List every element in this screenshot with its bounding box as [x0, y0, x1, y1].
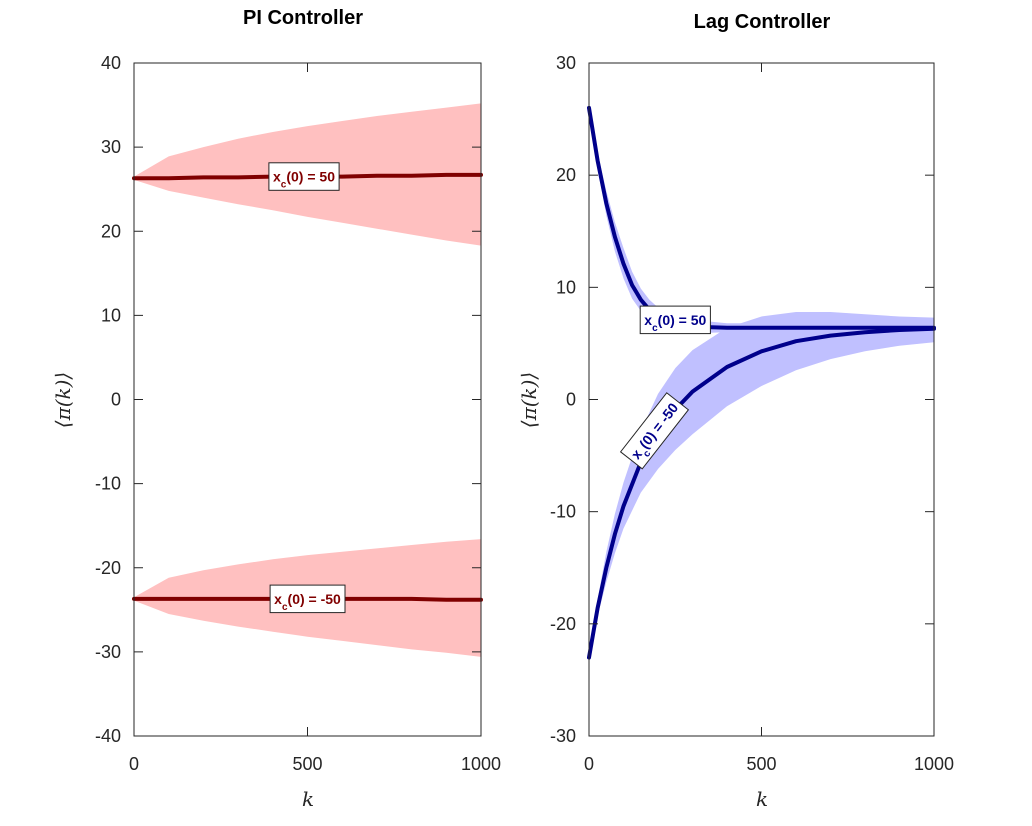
- lag-x-tick-label: 500: [746, 754, 776, 774]
- lag-x-tick-label: 1000: [914, 754, 954, 774]
- pi-y-tick-label: 0: [111, 390, 121, 410]
- lag-y-tick-label: -10: [550, 502, 576, 522]
- lag-x-axis-label: k: [756, 787, 768, 811]
- lag-y-tick-label: 0: [566, 390, 576, 410]
- pi-y-tick-label: 20: [101, 221, 121, 241]
- lag-y-tick-label: -30: [550, 726, 576, 746]
- pi-annotation-box: [269, 584, 346, 614]
- lag-y-axis-label: ⟨π(k)⟩: [517, 372, 541, 428]
- pi-annotation-series-0: xc(0) = 50: [268, 162, 340, 191]
- lag-band-series-1: [589, 312, 934, 658]
- pi-annotation-box: [268, 162, 340, 191]
- pi-y-tick-label: 40: [101, 53, 121, 73]
- pi-annotations: xc(0) = 50 xc(0) = -50: [268, 162, 346, 614]
- pi-y-tick-label: 10: [101, 305, 121, 325]
- lag-ticks: 0 500 1000 30 20 10 0 -10 -20 -30: [550, 53, 954, 774]
- lag-controller-panel: Lag Controller 0 500 10003020100-10-20-30 …: [517, 11, 954, 811]
- pi-mean-lines: [132, 172, 483, 602]
- lag-y-tick-label: 20: [556, 165, 576, 185]
- lag-y-tick-label: -20: [550, 614, 576, 634]
- lag-bands: [589, 107, 934, 658]
- pi-x-tick-label: 1000: [461, 754, 501, 774]
- pi-annotation-label: xc(0) = 50: [273, 169, 335, 191]
- pi-x-axis-label: k: [302, 787, 314, 811]
- pi-y-tick-label: -40: [95, 726, 121, 746]
- pi-y-axis-label: ⟨π(k)⟩: [51, 372, 75, 428]
- lag-chart-title: Lag Controller: [694, 11, 831, 33]
- pi-controller-panel: PI Controller 0 500 1000 40 30 20 10 0 -10 -20 -30…: [51, 7, 501, 811]
- pi-annotation-label: xc(0) = -50: [274, 591, 341, 613]
- lag-y-tick-label: 30: [556, 53, 576, 73]
- lag-annotation-box: [639, 305, 711, 335]
- lag-axes-box: [588, 62, 935, 737]
- lag-y-tick-label: 10: [556, 277, 576, 297]
- pi-annotation-series-1: xc(0) = -50: [269, 584, 346, 614]
- lag-axes-frame: [588, 62, 935, 737]
- pi-x-tick-label: 0: [129, 754, 139, 774]
- pi-ticks: 0 500 1000 40 30 20 10 0 -10 -20 -30 -40: [95, 53, 501, 774]
- pi-y-tick-label: -30: [95, 642, 121, 662]
- lag-mean-line-series-1: [587, 326, 936, 660]
- pi-y-tick-label: -10: [95, 474, 121, 494]
- pi-x-tick-label: 500: [292, 754, 322, 774]
- pi-y-tick-label: -20: [95, 558, 121, 578]
- lag-x-tick-label: 0: [584, 754, 594, 774]
- pi-chart-title: PI Controller: [243, 7, 363, 29]
- pi-y-tick-label: 30: [101, 137, 121, 157]
- lag-annotation-label: xc(0) = 50: [644, 312, 706, 334]
- lag-annotation-series-0: xc(0) = 50: [639, 305, 711, 335]
- lag-annotation-box: [619, 392, 690, 470]
